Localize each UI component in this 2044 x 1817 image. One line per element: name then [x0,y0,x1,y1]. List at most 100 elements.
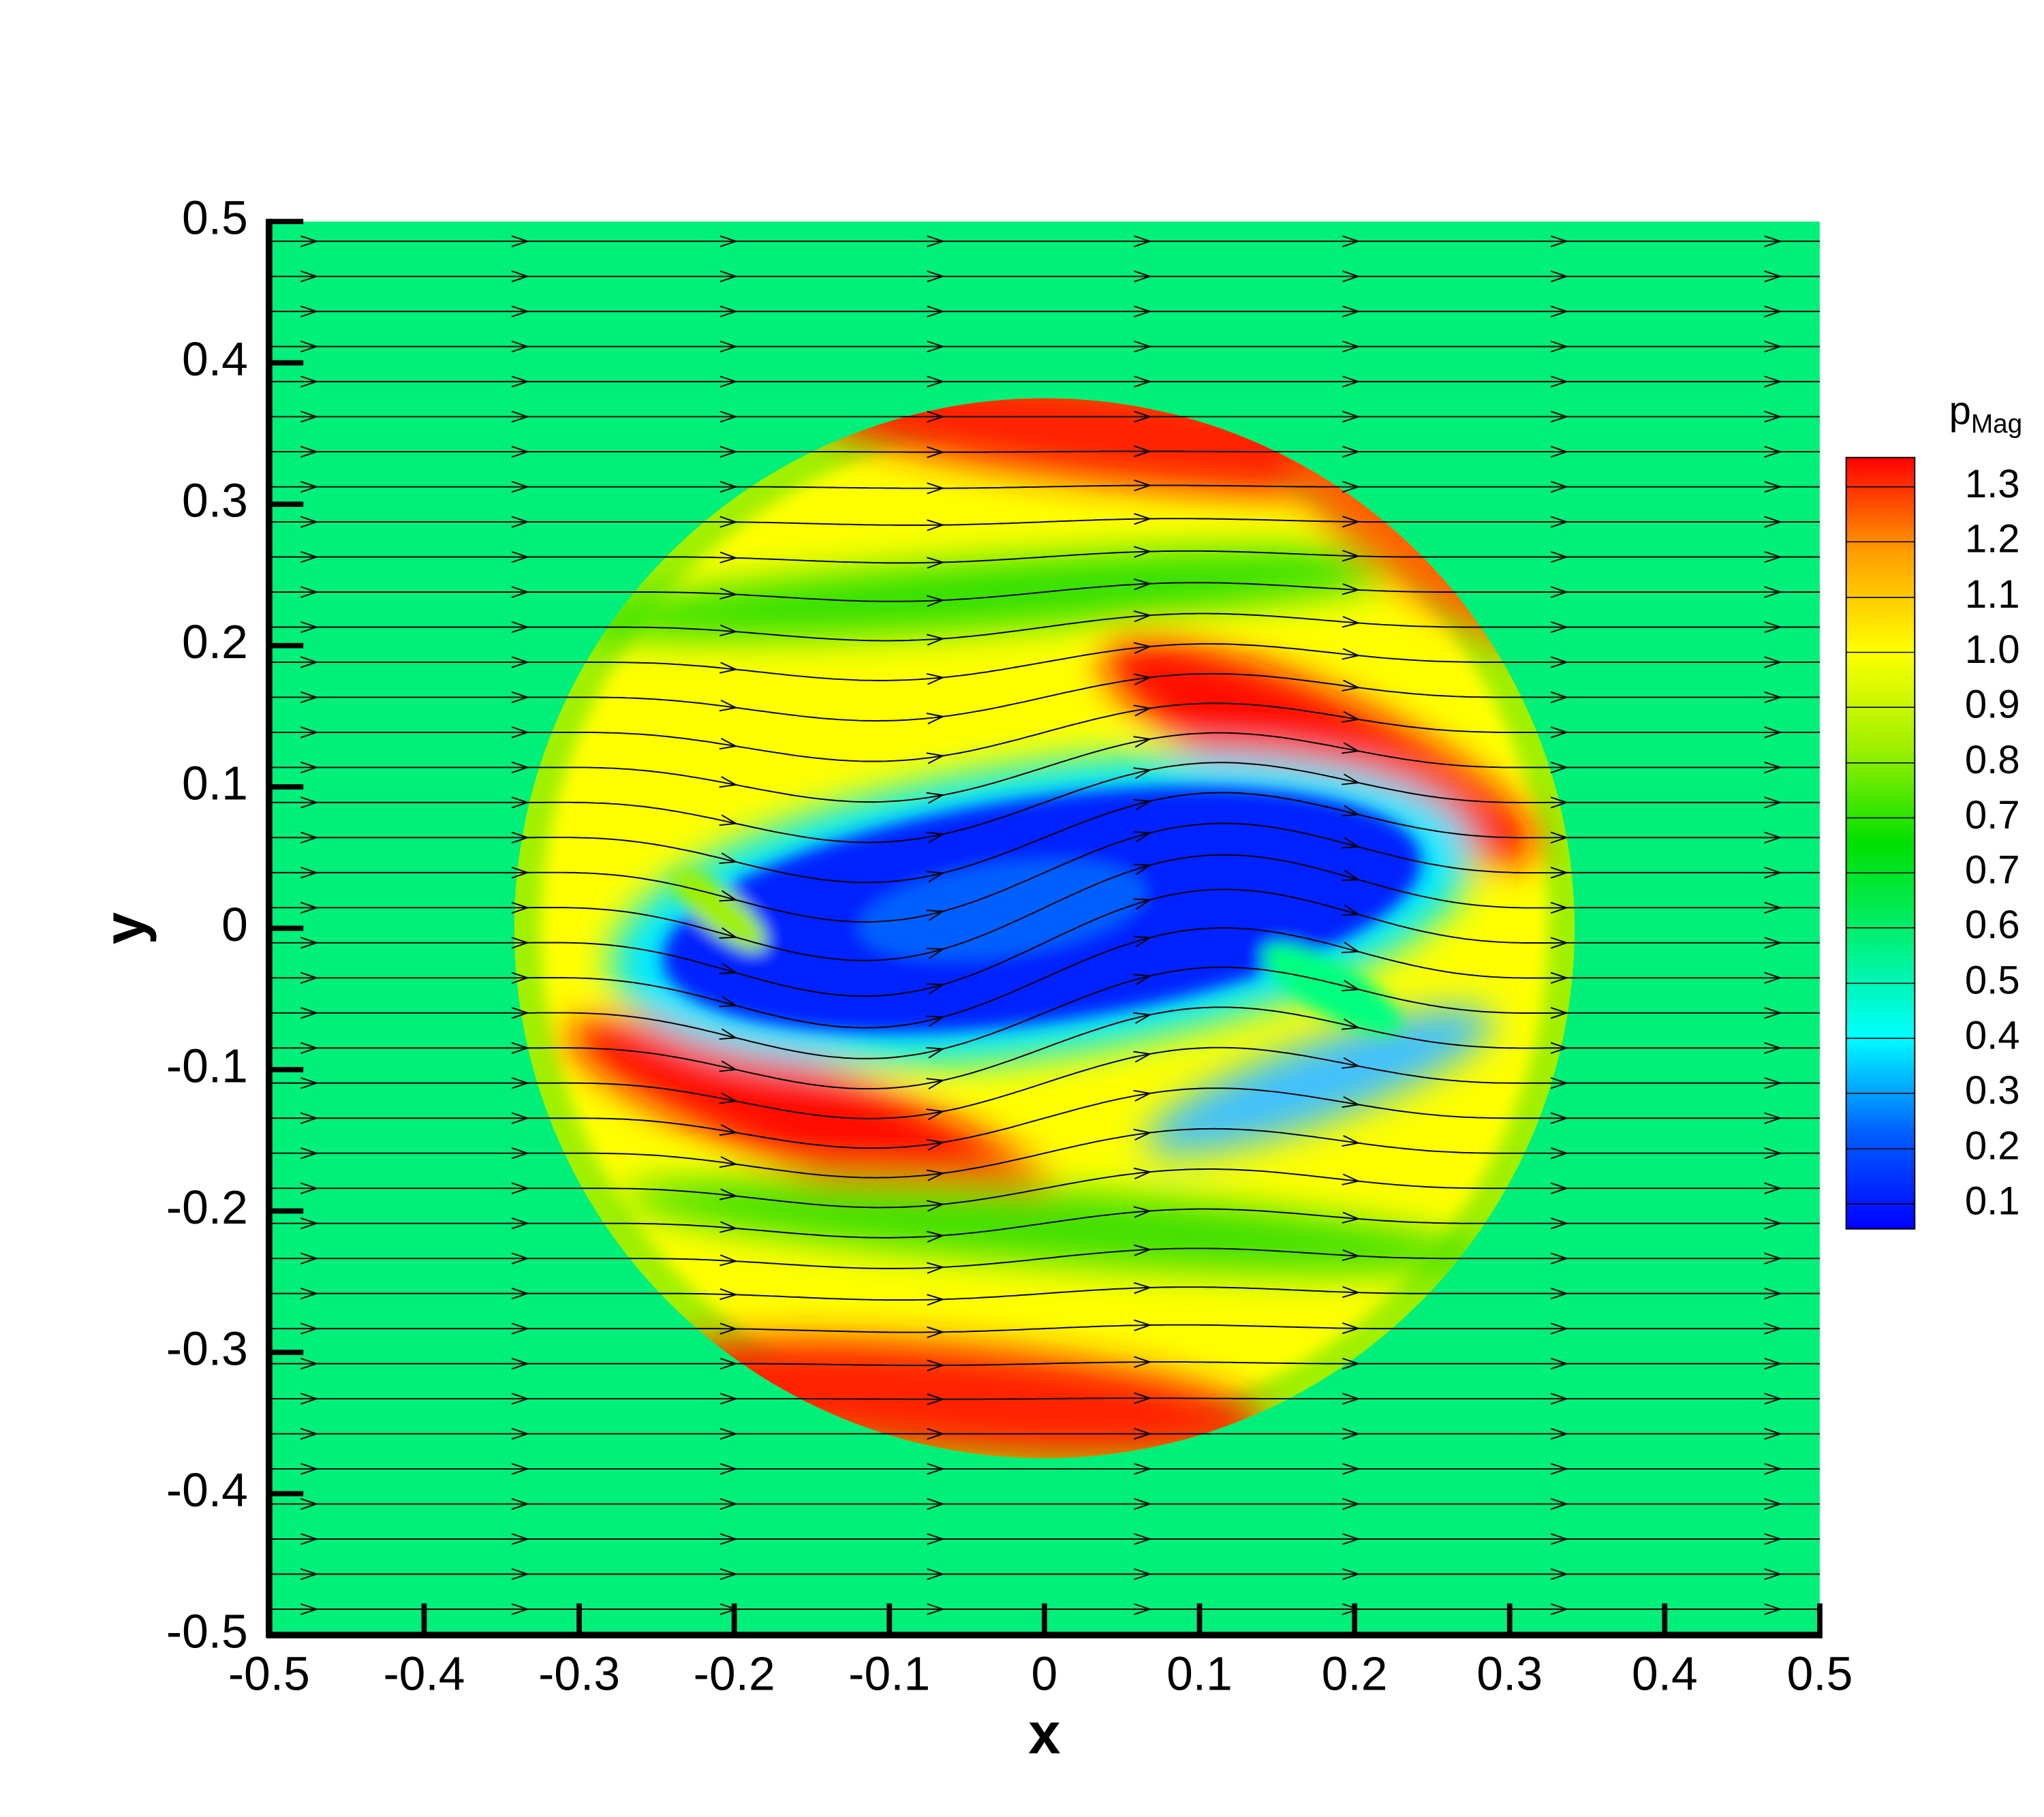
stream-arrow [300,621,319,634]
stream-arrow [1342,1249,1361,1262]
stream-arrow [1133,798,1152,811]
stream-arrow [926,1200,945,1212]
stream-arrow [719,1092,739,1104]
axes: x y -0.5 -0.4 -0.3 -0.2 -0.1 0 0.1 0.2 0.3 0.4 0.5… [93,191,1853,1767]
stream-arrow [1133,704,1152,717]
stream-arrow [300,901,319,914]
stream-arrow [1133,642,1152,654]
stream-arrow [511,761,530,774]
x-tick-label: -0.3 [538,1647,620,1700]
stream-arrow [1550,480,1569,493]
stream-arrow [1764,1497,1782,1510]
stream-arrow [1764,1252,1782,1264]
disc-core [662,786,1421,1035]
stream-arrow [1764,270,1782,283]
stream-arrow [1764,1147,1782,1160]
x-tick-label: -0.4 [383,1647,465,1700]
stream-arrow [1342,904,1361,916]
stream-arrow [300,656,319,668]
stream-arrow [1550,937,1569,949]
stream-arrow [1550,1077,1569,1089]
stream-arrow [1342,1357,1361,1370]
stream-arrow [719,551,739,563]
stream-arrow [511,1007,530,1019]
streamlines [268,235,1820,1615]
stream-arrow [719,1427,739,1440]
stream-arrow [926,871,945,883]
stream-arrow [1342,305,1361,317]
stream-arrow [1764,972,1782,984]
stream-arrow [1764,340,1782,353]
stream-arrow [300,1287,319,1300]
stream-arrow [511,1112,530,1124]
stream-arrow [300,1568,319,1581]
stream-arrow [1133,610,1152,623]
stream-arrow [511,1077,530,1089]
stream-arrow [926,983,945,995]
stream-arrow [1764,305,1782,317]
stream-arrow [511,1393,530,1405]
stream-arrow [511,1042,530,1054]
stream-arrow [1342,583,1361,595]
stream-arrow [1550,1007,1569,1019]
stream-arrow [300,1603,319,1615]
x-tick-label: -0.1 [848,1647,930,1700]
stream-arrow [511,410,530,423]
streamline [268,1397,1820,1400]
stream-arrow [1764,621,1782,634]
stream-arrow [300,1217,319,1230]
stream-arrow [300,691,319,704]
stream-arrow [719,1124,739,1136]
stream-arrow [1133,830,1152,843]
stream-arrow [927,557,945,569]
stream-arrow [927,1603,945,1615]
stream-arrow [719,814,738,826]
y-tick-label: -0.2 [166,1181,248,1234]
colorbar-tick-label: 0.2 [1965,1124,2020,1168]
stream-arrow [1342,1057,1361,1069]
stream-arrow [1342,1533,1361,1545]
stream-arrow [1342,679,1361,692]
y-tick-label: 0.1 [182,756,248,809]
stream-arrow [511,1252,530,1264]
stream-arrow [1133,578,1152,591]
stream-arrow [1764,656,1782,668]
stream-arrow [300,1252,319,1264]
stream-arrow [719,1497,739,1510]
stream-arrow [1764,831,1782,844]
stream-arrow [1134,513,1152,525]
stream-arrow [1342,516,1361,528]
stream-arrow [300,1497,319,1510]
stream-arrow [1550,446,1569,458]
colorbar-title: pMag [1949,389,2023,439]
stream-arrow [1134,1568,1152,1581]
stream-arrow [511,691,530,704]
stream-arrow [511,550,530,563]
stream-arrow [1550,1322,1569,1335]
y-tick-label: -0.1 [166,1039,248,1092]
stream-arrow [300,1357,319,1370]
y-tick-label: 0.4 [182,332,248,386]
stream-arrow [1550,1463,1569,1475]
colorbar-tick-label: 0.8 [1965,738,2020,782]
stream-arrow [1134,340,1152,353]
stream-arrow [719,480,739,493]
colorbar-tick-label: 0.3 [1965,1068,2020,1113]
stream-arrow [927,1533,945,1545]
stream-arrow [927,1463,945,1475]
x-tick-label: 0.1 [1166,1647,1233,1700]
x-tick-label: 0.3 [1476,1647,1543,1700]
stream-arrow [511,1217,530,1230]
stream-arrow [1342,648,1361,660]
stream-arrow [1342,410,1361,423]
stream-arrow [926,1108,945,1121]
stream-arrow [719,1357,739,1370]
stream-arrow [1550,1393,1569,1405]
stream-arrow [1342,1568,1361,1581]
stream-arrow [1134,235,1152,247]
stream-arrow [927,305,945,317]
stream-arrow [927,1326,945,1339]
stream-arrow [1134,1392,1152,1404]
stream-arrow [1342,1497,1361,1510]
